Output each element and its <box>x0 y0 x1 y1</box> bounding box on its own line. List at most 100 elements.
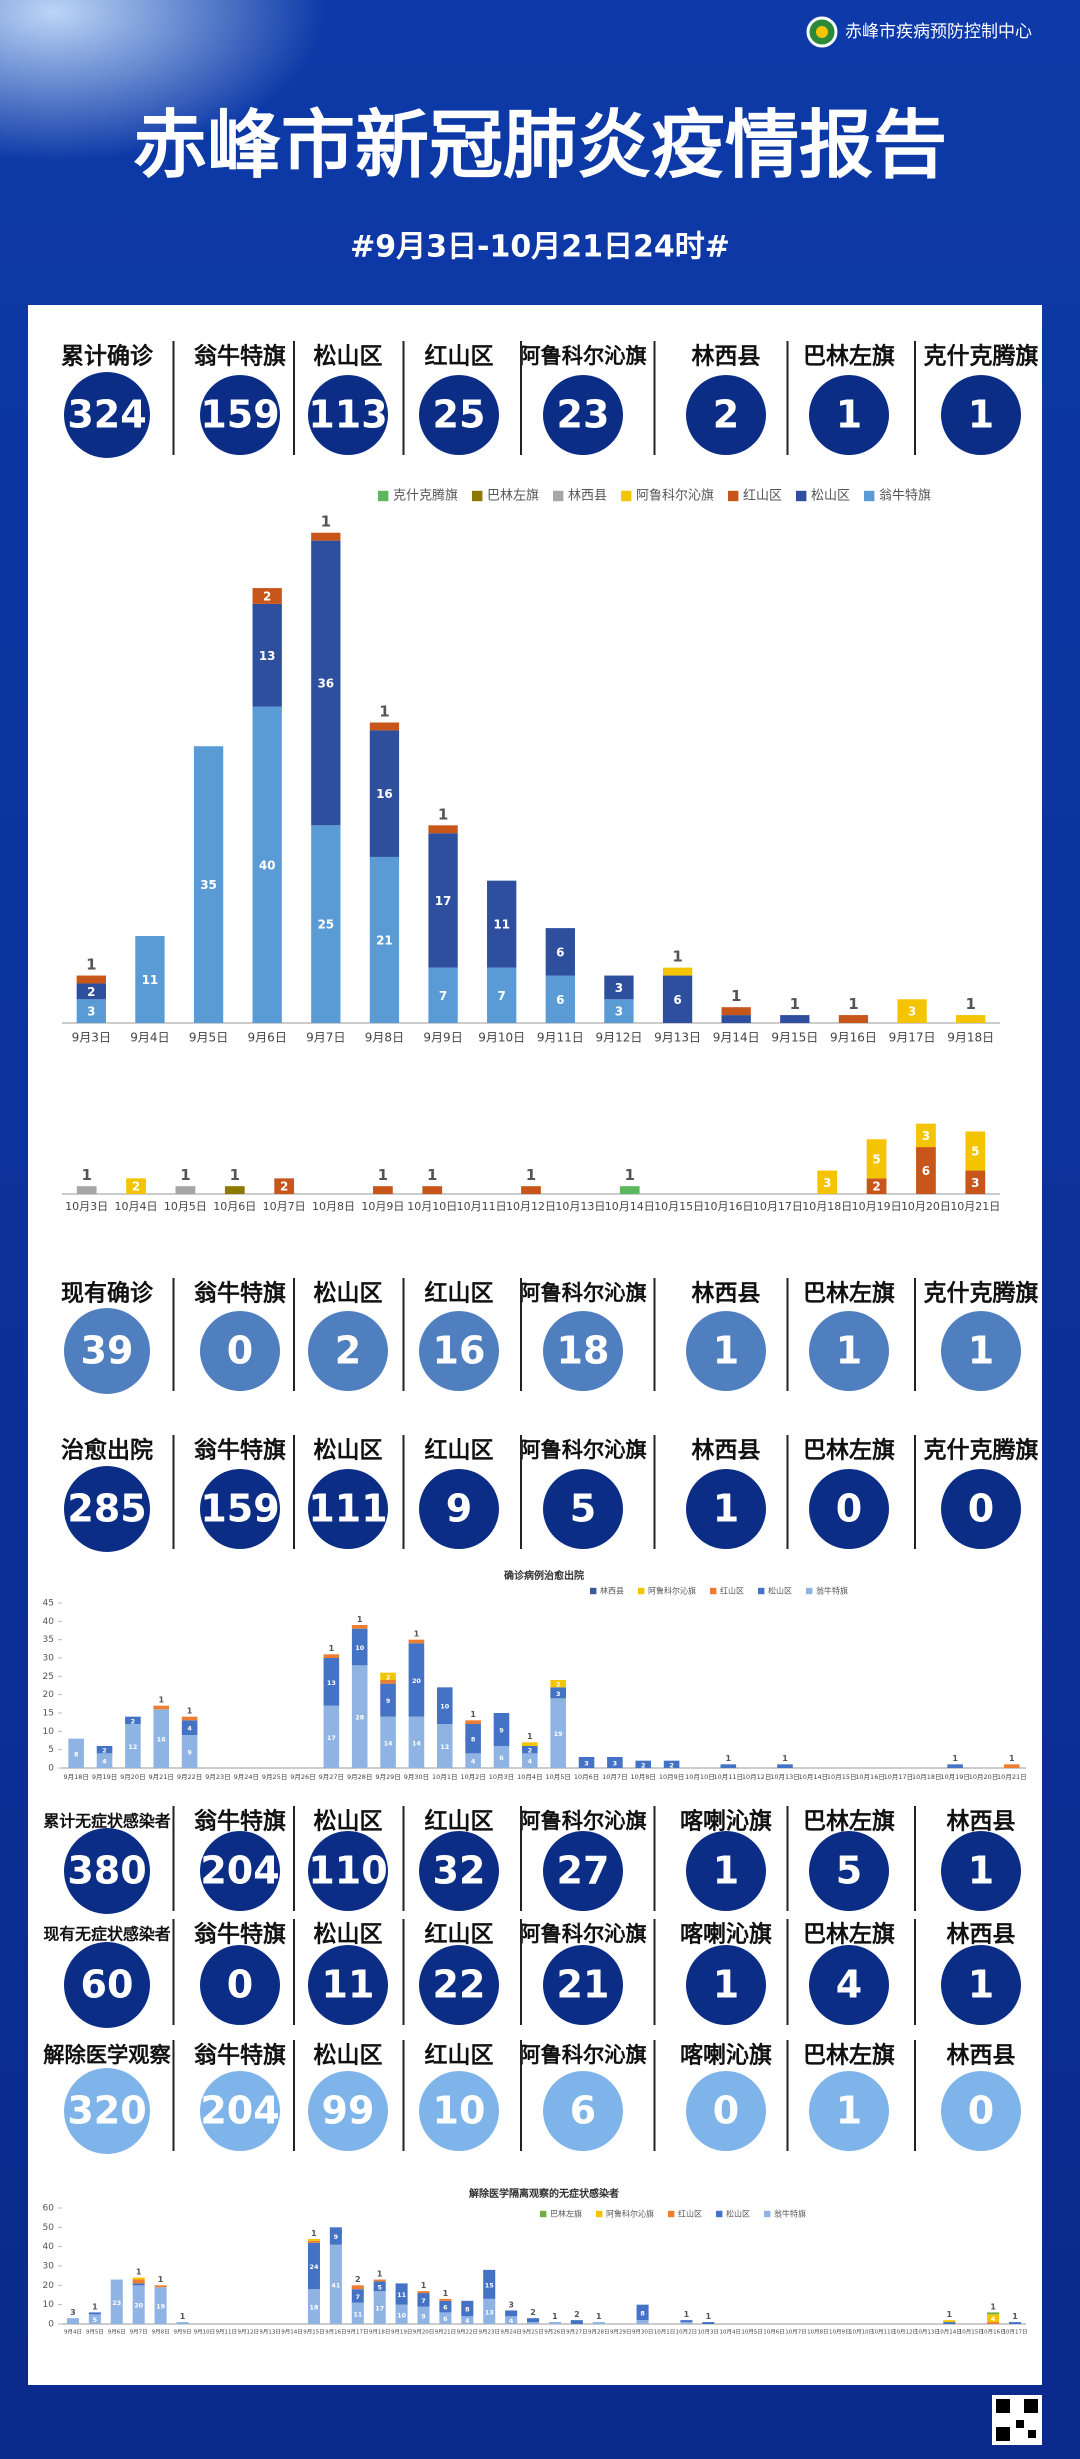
x-tick-label: 10月7日 <box>602 1773 627 1781</box>
stat-value: 1 <box>713 1849 739 1893</box>
data-label: 11 <box>353 2310 362 2318</box>
x-tick-label: 9月17日 <box>889 1031 936 1045</box>
stat-label: 喀喇沁旗 <box>680 1808 772 1835</box>
x-tick-label: 9月8日 <box>365 1031 404 1045</box>
data-label: 1 <box>672 948 682 966</box>
bar-segment <box>635 1760 652 1768</box>
data-label: 1 <box>414 1630 420 1639</box>
data-label: 20 <box>134 2302 143 2310</box>
bar-segment <box>176 2322 189 2324</box>
x-tick-label: 10月3日 <box>698 2329 720 2336</box>
bar-segment <box>505 2316 518 2324</box>
legend-swatch <box>758 1587 765 1595</box>
bar-segment <box>956 1015 986 1023</box>
x-tick-label: 9月5日 <box>86 2329 104 2336</box>
bar-segment <box>604 999 634 1023</box>
stat-value: 0 <box>968 1487 994 1531</box>
bar-segment <box>702 2322 715 2324</box>
bar-segment <box>1004 1764 1020 1768</box>
data-label: 1 <box>790 995 800 1013</box>
stat-label: 林西县 <box>947 2042 1016 2069</box>
x-tick-label: 10月11日 <box>871 2329 896 2336</box>
data-label: 1 <box>427 1166 437 1184</box>
bar-segment <box>132 2283 145 2286</box>
bar-segment <box>545 928 575 976</box>
stat-value: 324 <box>67 393 146 437</box>
legend-label: 翁牛特旗 <box>879 488 931 504</box>
stat-circle <box>941 2071 1021 2151</box>
stat-circle <box>200 375 280 455</box>
stat-label: 松山区 <box>314 1281 383 1307</box>
data-label: 2 <box>280 1180 288 1194</box>
stat-value: 110 <box>308 1849 387 1893</box>
x-tick-label: 10月16日 <box>703 1200 753 1213</box>
x-tick-label: 10月5日 <box>164 1200 207 1213</box>
org-name: 赤峰市疾病预防控制中心 <box>845 22 1032 42</box>
legend-swatch <box>668 2210 675 2218</box>
stat-value: 1 <box>968 1849 994 1893</box>
bar-segment <box>943 2320 956 2323</box>
data-label: 25 <box>317 918 334 932</box>
bar-segment <box>943 2322 956 2324</box>
x-tick-label: 10月19日 <box>852 1200 902 1213</box>
x-tick-label: 10月9日 <box>829 2329 851 2336</box>
stat-value: 159 <box>200 1487 279 1531</box>
bar-segment <box>329 2244 342 2324</box>
data-label: 5 <box>377 2283 381 2291</box>
legend-label: 松山区 <box>811 489 850 504</box>
stat-circle <box>64 2068 150 2154</box>
bar-segment <box>428 825 458 834</box>
legend-label: 红山区 <box>678 2209 702 2219</box>
x-tick-label: 9月23日 <box>478 2329 500 2336</box>
x-tick-label: 9月3日 <box>72 1031 111 1045</box>
stat-value: 1 <box>836 393 862 437</box>
data-label: 11 <box>142 973 159 987</box>
stat-value: 0 <box>713 2089 739 2133</box>
bar-segment <box>175 1186 196 1194</box>
x-tick-label: 9月16日 <box>830 1031 877 1045</box>
data-label: 1 <box>552 2312 558 2321</box>
bar-segment <box>461 2316 474 2324</box>
x-tick-label: 9月19日 <box>391 2329 413 2336</box>
stat-value: 204 <box>200 2089 279 2133</box>
data-label: 1 <box>158 1696 164 1705</box>
data-label: 3 <box>556 1690 560 1698</box>
stat-circle <box>809 1945 889 2025</box>
x-tick-label: 10月13日 <box>915 2329 940 2336</box>
data-label: 1 <box>782 1754 788 1763</box>
stat-label: 克什克腾旗 <box>924 1280 1039 1307</box>
stat-label: 累计确诊 <box>61 343 154 370</box>
bar-segment <box>607 1757 623 1768</box>
data-label: 1 <box>947 2310 953 2319</box>
data-label: 3 <box>908 1005 916 1019</box>
y-tick-label: 20 <box>43 1690 55 1700</box>
stat-value: 0 <box>227 1329 253 1373</box>
x-tick-label: 10月14日 <box>605 1200 655 1213</box>
x-tick-label: 10月6日 <box>574 1773 599 1781</box>
stat-circle <box>200 1831 280 1911</box>
bar-segment <box>323 1705 340 1768</box>
y-tick-label: 35 <box>43 1635 54 1645</box>
stat-value: 159 <box>200 393 279 437</box>
x-tick-label: 10月14日 <box>937 2329 962 2336</box>
bar-segment <box>965 1131 986 1171</box>
data-label: 24 <box>310 2263 319 2271</box>
x-tick-label: 9月13日 <box>654 1031 701 1045</box>
bar-segment <box>916 1147 936 1194</box>
x-tick-label: 10月17日 <box>1003 2329 1028 2336</box>
data-label: 9 <box>499 1727 504 1735</box>
x-tick-label: 10月15日 <box>654 1200 704 1213</box>
stat-value: 1 <box>836 2089 862 2133</box>
data-label: 7 <box>421 2297 425 2305</box>
data-label: 2 <box>102 1747 106 1755</box>
stat-circle <box>419 2071 499 2151</box>
x-tick-label: 10月7日 <box>263 1200 306 1213</box>
bar-segment <box>307 2240 320 2243</box>
data-label: 1 <box>92 2302 98 2311</box>
bar-segment <box>663 1760 680 1768</box>
x-tick-label: 10月10日 <box>407 1200 457 1213</box>
bar-segment <box>987 2312 1000 2315</box>
data-label: 3 <box>922 1129 930 1143</box>
bar-segment <box>465 1720 481 1724</box>
data-label: 1 <box>526 1166 536 1184</box>
